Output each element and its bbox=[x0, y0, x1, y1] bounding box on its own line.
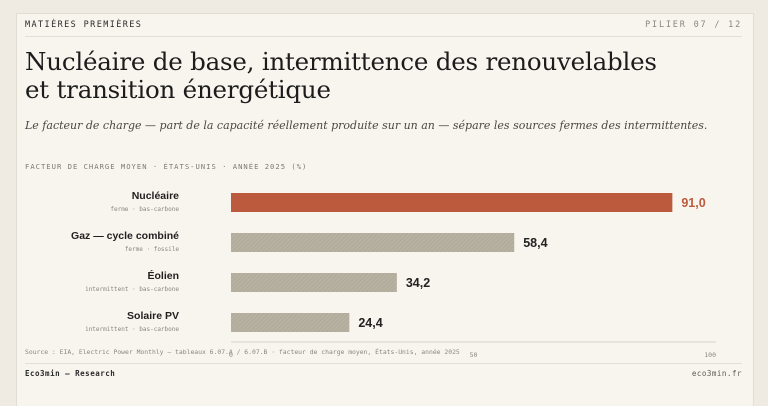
category-sublabel: ferme · fossile bbox=[125, 246, 180, 253]
source-note: Source : EIA, Electric Power Monthly — t… bbox=[25, 348, 460, 356]
bar-value-label: 34,2 bbox=[406, 276, 430, 290]
bar bbox=[231, 193, 673, 212]
brand-name: Eco3min — Research bbox=[25, 369, 116, 378]
page-subtitle: Le facteur de charge — part de la capaci… bbox=[25, 119, 708, 132]
x-tick-label: 50 bbox=[470, 351, 478, 359]
category-label: Gaz — cycle combiné bbox=[71, 230, 179, 242]
bar-value-label: 58,4 bbox=[523, 236, 547, 250]
category-label: Éolien bbox=[147, 269, 179, 282]
x-tick-label: 100 bbox=[704, 351, 716, 359]
x-tick-label: 0 bbox=[229, 351, 233, 359]
header-divider bbox=[25, 36, 742, 37]
bar-value-label: 24,4 bbox=[358, 316, 382, 330]
kicker: MATIÈRES PREMIÈRES bbox=[25, 20, 143, 30]
category-sublabel: ferme · bas-carbone bbox=[110, 206, 179, 213]
bar bbox=[231, 273, 397, 292]
site-link[interactable]: eco3min.fr bbox=[691, 369, 742, 378]
bar bbox=[231, 313, 350, 332]
category-sublabel: intermittent · bas-carbone bbox=[85, 286, 179, 293]
pillar-counter: PILIER 07 / 12 bbox=[645, 20, 742, 30]
category-sublabel: intermittent · bas-carbone bbox=[85, 326, 179, 333]
bar-value-label: 91,0 bbox=[681, 196, 705, 210]
category-label: Nucléaire bbox=[132, 190, 179, 202]
footer-divider bbox=[25, 363, 742, 364]
category-label: Solaire PV bbox=[127, 310, 179, 322]
bar bbox=[231, 233, 515, 252]
page-title: Nucléaire de base, intermittence des ren… bbox=[25, 47, 657, 104]
chart-title: FACTEUR DE CHARGE MOYEN · ÉTATS-UNIS · A… bbox=[25, 162, 308, 171]
